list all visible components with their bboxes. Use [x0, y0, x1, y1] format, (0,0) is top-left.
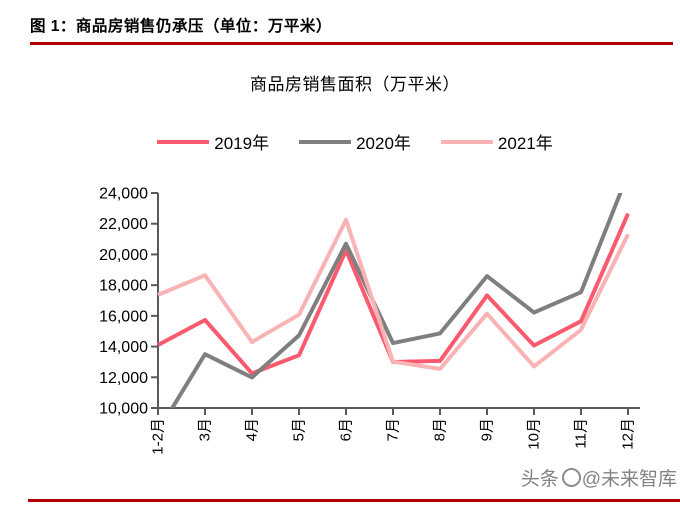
watermark: 头条 @未来智库: [521, 464, 677, 491]
legend-label-2020: 2020年: [356, 134, 411, 153]
chart-title: 商品房销售面积（万平米）: [250, 75, 460, 94]
chart-legend: 2019年 2020年 2021年: [30, 129, 680, 154]
y-tick-label: 20,000: [99, 247, 148, 264]
figure-caption: 图 1：商品房销售仍承压（单位：万平米）: [30, 18, 332, 35]
x-tick-label: 10月: [526, 418, 543, 450]
watermark-prefix: 头条: [520, 469, 559, 490]
x-tick-label: 7月: [385, 418, 402, 441]
legend-line-2019-icon: [157, 139, 210, 144]
legend-item-2021: 2021年: [440, 129, 553, 154]
watermark-logo-icon: [561, 468, 581, 487]
x-tick-label: 5月: [291, 418, 308, 441]
x-tick-label: 3月: [197, 418, 214, 441]
legend-line-2020-icon: [299, 139, 352, 144]
legend-label-2021: 2021年: [497, 134, 553, 153]
y-tick-label: 16,000: [99, 308, 148, 325]
legend-item-2019: 2019年: [157, 129, 269, 154]
y-tick-label: 12,000: [99, 370, 148, 387]
bottom-rule: [28, 499, 680, 502]
legend-line-2021-icon: [440, 139, 493, 144]
y-tick-label: 10,000: [99, 401, 148, 418]
x-tick-label: 4月: [244, 418, 261, 441]
x-tick-label: 6月: [338, 418, 355, 441]
y-tick-label: 14,000: [99, 339, 148, 356]
y-tick-label: 22,000: [99, 216, 148, 233]
watermark-handle: @未来智库: [581, 469, 677, 490]
y-tick-label: 18,000: [99, 278, 148, 295]
x-tick-label: 8月: [432, 418, 449, 441]
caption-underline: [30, 42, 673, 45]
x-tick-label: 1-2月: [150, 418, 167, 455]
x-tick-label: 12月: [620, 418, 637, 450]
legend-label-2019: 2019年: [214, 134, 270, 153]
x-tick-label: 9月: [479, 418, 496, 441]
x-tick-label: 11月: [573, 418, 590, 449]
series-line-2021年: [157, 217, 630, 371]
series-line-2020年: [169, 193, 623, 408]
legend-item-2020: 2020年: [299, 129, 411, 154]
y-tick-label: 24,000: [99, 186, 148, 203]
